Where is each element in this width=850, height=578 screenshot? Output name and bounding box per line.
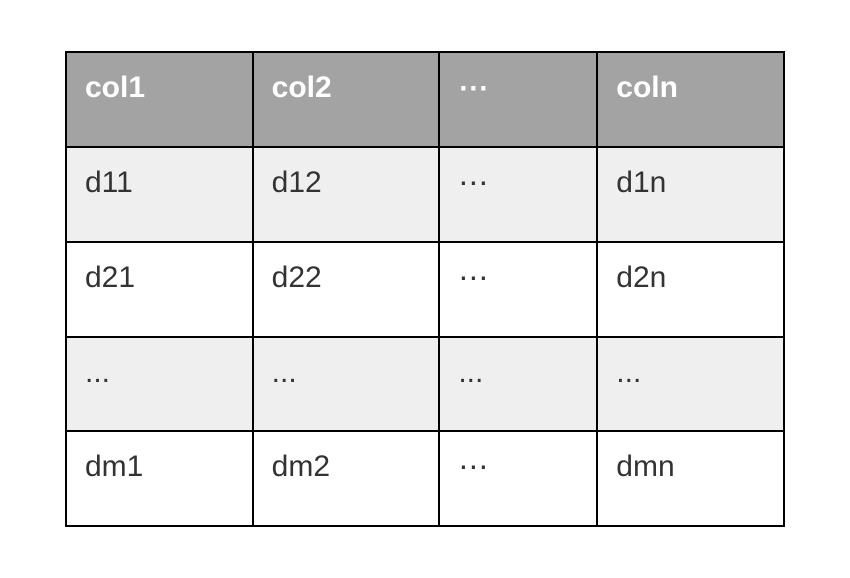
table-cell: ... [253, 337, 440, 431]
schema-table-wrapper: col1 col2 ⋯ coln d11 d12 ⋯ d1n d21 d22 ⋯… [45, 31, 805, 547]
schema-table: col1 col2 ⋯ coln d11 d12 ⋯ d1n d21 d22 ⋯… [65, 51, 785, 527]
table-header-cell: coln [597, 52, 784, 147]
table-cell: ⋯ [439, 147, 597, 242]
table-cell: d12 [253, 147, 440, 242]
table-row: d11 d12 ⋯ d1n [66, 147, 784, 242]
table-cell: ... [597, 337, 784, 431]
table-header-cell: col1 [66, 52, 253, 147]
table-row: dm1 dm2 ⋯ dmn [66, 431, 784, 526]
table-cell: d21 [66, 242, 253, 337]
table-cell: d1n [597, 147, 784, 242]
table-cell: ... [66, 337, 253, 431]
table-header-cell: col2 [253, 52, 440, 147]
table-cell: dmn [597, 431, 784, 526]
table-cell: ⋯ [439, 431, 597, 526]
table-cell: dm1 [66, 431, 253, 526]
table-header-row: col1 col2 ⋯ coln [66, 52, 784, 147]
table-cell: d2n [597, 242, 784, 337]
table-cell: dm2 [253, 431, 440, 526]
table-row: d21 d22 ⋯ d2n [66, 242, 784, 337]
table-cell: ... [439, 337, 597, 431]
table-cell: d11 [66, 147, 253, 242]
table-cell: ⋯ [439, 242, 597, 337]
table-cell: d22 [253, 242, 440, 337]
table-header-cell: ⋯ [439, 52, 597, 147]
table-row: ... ... ... ... [66, 337, 784, 431]
